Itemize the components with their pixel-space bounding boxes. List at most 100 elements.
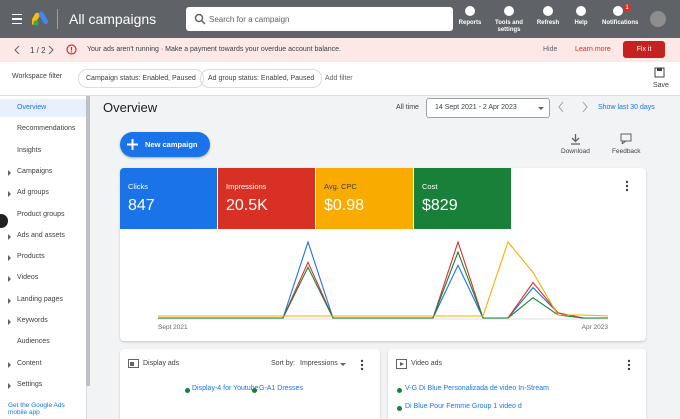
- nav-item[interactable]: Product groups: [17, 210, 65, 218]
- nav-item[interactable]: Settings: [17, 380, 43, 388]
- divider: [57, 9, 58, 29]
- ads-logo: [32, 11, 49, 26]
- row-dot: [185, 388, 190, 393]
- expand-arrow: [8, 169, 11, 176]
- tool-label: Refresh: [536, 20, 560, 26]
- pager-arrows[interactable]: [14, 46, 54, 54]
- tool-icon: [613, 6, 623, 16]
- nav-item[interactable]: Insights: [17, 146, 42, 154]
- ad-link[interactable]: G-A1 Dresses: [259, 385, 303, 392]
- search-icon: [194, 13, 206, 25]
- alert-bar: 1 / 2 Your ads aren't running · Make a p…: [0, 38, 680, 62]
- tool-icon: [504, 6, 514, 16]
- ad-link[interactable]: Di Blue Pour Femme Group 1 video d: [405, 403, 522, 410]
- nav-item[interactable]: Products: [17, 253, 45, 261]
- nav-item[interactable]: Videos: [17, 274, 39, 282]
- app-promo[interactable]: Get the Google Ads mobile app: [8, 402, 65, 416]
- date-range: 14 Sept 2021 - 2 Apr 2023: [435, 104, 517, 111]
- filter-chip[interactable]: Campaign status: Enabled, Paused: [78, 69, 204, 88]
- display-ads-card: Display ads Sort by: Impressions Display…: [120, 349, 380, 419]
- tool-button[interactable]: Help: [565, 4, 597, 36]
- metric-value: 847: [128, 197, 155, 214]
- tool-button[interactable]: Tools and settings: [493, 4, 525, 36]
- nav-item[interactable]: Ad groups: [17, 189, 49, 197]
- sort-value[interactable]: Impressions: [300, 360, 338, 367]
- add-filter[interactable]: Add filter: [325, 75, 353, 82]
- expand-arrow: [8, 276, 11, 283]
- metric-value: $829: [422, 197, 458, 214]
- line-chart: Sept 2021 Apr 2023: [158, 240, 609, 331]
- metric-tile[interactable]: Clicks 847: [120, 168, 217, 229]
- date-picker[interactable]: 14 Sept 2021 - 2 Apr 2023: [426, 98, 550, 118]
- tool-button[interactable]: Refresh: [532, 4, 564, 36]
- tool-button[interactable]: Reports: [454, 4, 486, 36]
- expand-arrow: [8, 233, 11, 240]
- section-title: Overview: [103, 100, 158, 115]
- save-label[interactable]: Save: [653, 82, 669, 89]
- chart-card: Clicks 847 Impressions 20.5K Avg. CPC $0.98 Co…: [120, 168, 646, 341]
- metric-value: 20.5K: [226, 197, 268, 214]
- nav-item[interactable]: Audiences: [17, 338, 50, 346]
- tool-label: Tools and settings: [495, 20, 523, 33]
- search-box[interactable]: Search for a campaign: [186, 7, 453, 31]
- expand-arrow: [8, 361, 11, 368]
- expand-arrow: [8, 297, 11, 304]
- filter-chip[interactable]: Ad group status: Enabled, Paused: [200, 69, 323, 88]
- metric-tile[interactable]: Cost $829: [414, 168, 511, 229]
- tool-icon: [465, 6, 475, 16]
- ad-link[interactable]: V-G Di Blue Personalizada de video In-St…: [405, 385, 549, 392]
- fix-button[interactable]: Fix it: [623, 41, 665, 58]
- alert-action[interactable]: Hide: [543, 46, 558, 53]
- tool-button[interactable]: Notifications: [602, 4, 638, 36]
- tool-icon: [576, 6, 586, 16]
- alert-action[interactable]: Learn more: [575, 46, 611, 53]
- collapse-button[interactable]: [0, 214, 8, 228]
- metric-tile[interactable]: Impressions 20.5K: [218, 168, 315, 229]
- filter-bar: Workspace filter Campaign status: Enable…: [0, 62, 680, 96]
- avatar[interactable]: [650, 11, 666, 27]
- expand-arrow: [8, 255, 11, 262]
- download-label[interactable]: Download: [561, 148, 590, 155]
- nav-item[interactable]: Landing pages: [17, 295, 63, 303]
- tool-icon: [543, 6, 553, 16]
- menu-icon[interactable]: [12, 14, 22, 24]
- scrollbar: [86, 96, 90, 386]
- quick-range[interactable]: Show last 30 days: [598, 104, 655, 111]
- row-dot: [252, 388, 257, 393]
- filter-label: Workspace filter: [12, 73, 63, 80]
- page-title: All campaigns: [69, 11, 157, 27]
- series-line: [158, 250, 608, 319]
- card-title: Display ads: [143, 360, 180, 367]
- new-campaign-button[interactable]: New campaign: [120, 132, 210, 157]
- ad-link[interactable]: Display-4 for Youtube: [192, 385, 259, 392]
- feedback-icon: [620, 133, 632, 144]
- x-tick-label: Sept 2021: [158, 324, 188, 331]
- tool-label: Help: [574, 20, 588, 26]
- search-placeholder: Search for a campaign: [209, 15, 290, 24]
- series-line: [158, 240, 608, 319]
- nav-item[interactable]: Campaigns: [17, 167, 53, 175]
- alert-icon: [66, 44, 77, 55]
- more-menu[interactable]: [627, 359, 631, 371]
- metric-name: Cost: [422, 182, 438, 191]
- feedback-label[interactable]: Feedback: [612, 148, 641, 155]
- metric-name: Avg. CPC: [324, 182, 357, 191]
- nav-item[interactable]: Content: [17, 359, 42, 367]
- save-icon: [654, 67, 665, 78]
- more-menu[interactable]: [360, 359, 364, 371]
- nav-item[interactable]: Ads and assets: [17, 231, 65, 239]
- nav-item[interactable]: Keywords: [17, 317, 48, 324]
- metric-tile[interactable]: Avg. CPC $0.98: [316, 168, 413, 229]
- series-line: [158, 240, 609, 317]
- nav-item[interactable]: Recommendations: [17, 125, 76, 133]
- nav-item[interactable]: Overview: [17, 104, 47, 111]
- x-tick-label: Apr 2023: [582, 324, 609, 331]
- range-arrows[interactable]: [558, 101, 588, 113]
- alert-message: Your ads aren't running · Make a payment…: [87, 46, 342, 53]
- tool-label: Reports: [458, 20, 482, 26]
- expand-arrow: [8, 319, 11, 325]
- more-menu[interactable]: [625, 180, 629, 192]
- metric-name: Clicks: [128, 182, 148, 191]
- series-line: [158, 240, 608, 319]
